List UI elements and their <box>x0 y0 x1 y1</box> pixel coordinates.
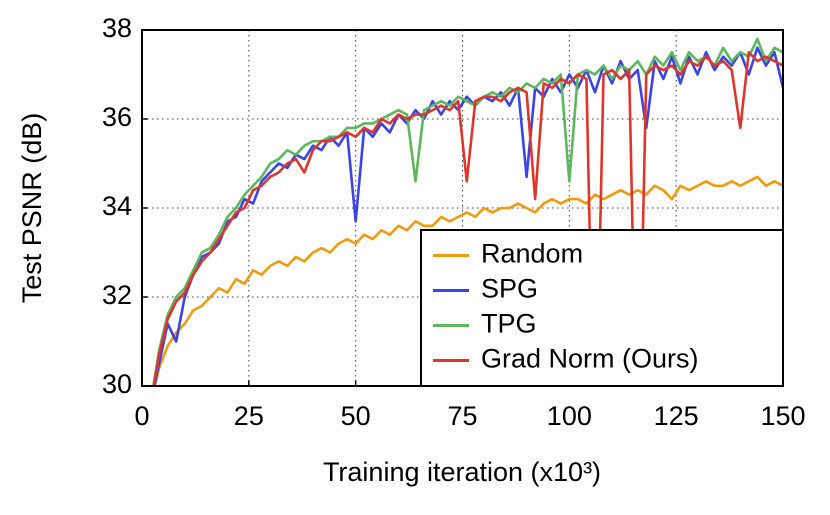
y-tick-label: 30 <box>102 369 132 399</box>
y-tick-label: 38 <box>102 13 132 43</box>
x-tick-label: 100 <box>547 401 592 431</box>
x-tick-label: 75 <box>447 401 477 431</box>
series-line <box>152 50 783 386</box>
legend-label: Grad Norm (Ours) <box>481 344 699 374</box>
x-tick-label: 25 <box>234 401 264 431</box>
series-line <box>153 46 783 386</box>
y-tick-label: 34 <box>102 191 132 221</box>
x-tick-label: 0 <box>134 401 149 431</box>
x-axis-label: Training iteration (x10³) <box>323 457 601 487</box>
y-tick-label: 36 <box>102 102 132 132</box>
x-tick-label: 150 <box>760 401 805 431</box>
x-tick-label: 50 <box>341 401 371 431</box>
legend-box <box>420 229 784 387</box>
y-axis-label: Test PSNR (dB) <box>17 113 47 304</box>
plot-area <box>152 37 783 386</box>
legend-label: SPG <box>481 274 538 304</box>
y-tick-label: 32 <box>102 280 132 310</box>
legend-label: Random <box>481 239 583 269</box>
x-tick-label: 125 <box>654 401 699 431</box>
series-line <box>153 175 783 386</box>
legend-label: TPG <box>481 309 537 339</box>
series-line <box>152 37 783 386</box>
